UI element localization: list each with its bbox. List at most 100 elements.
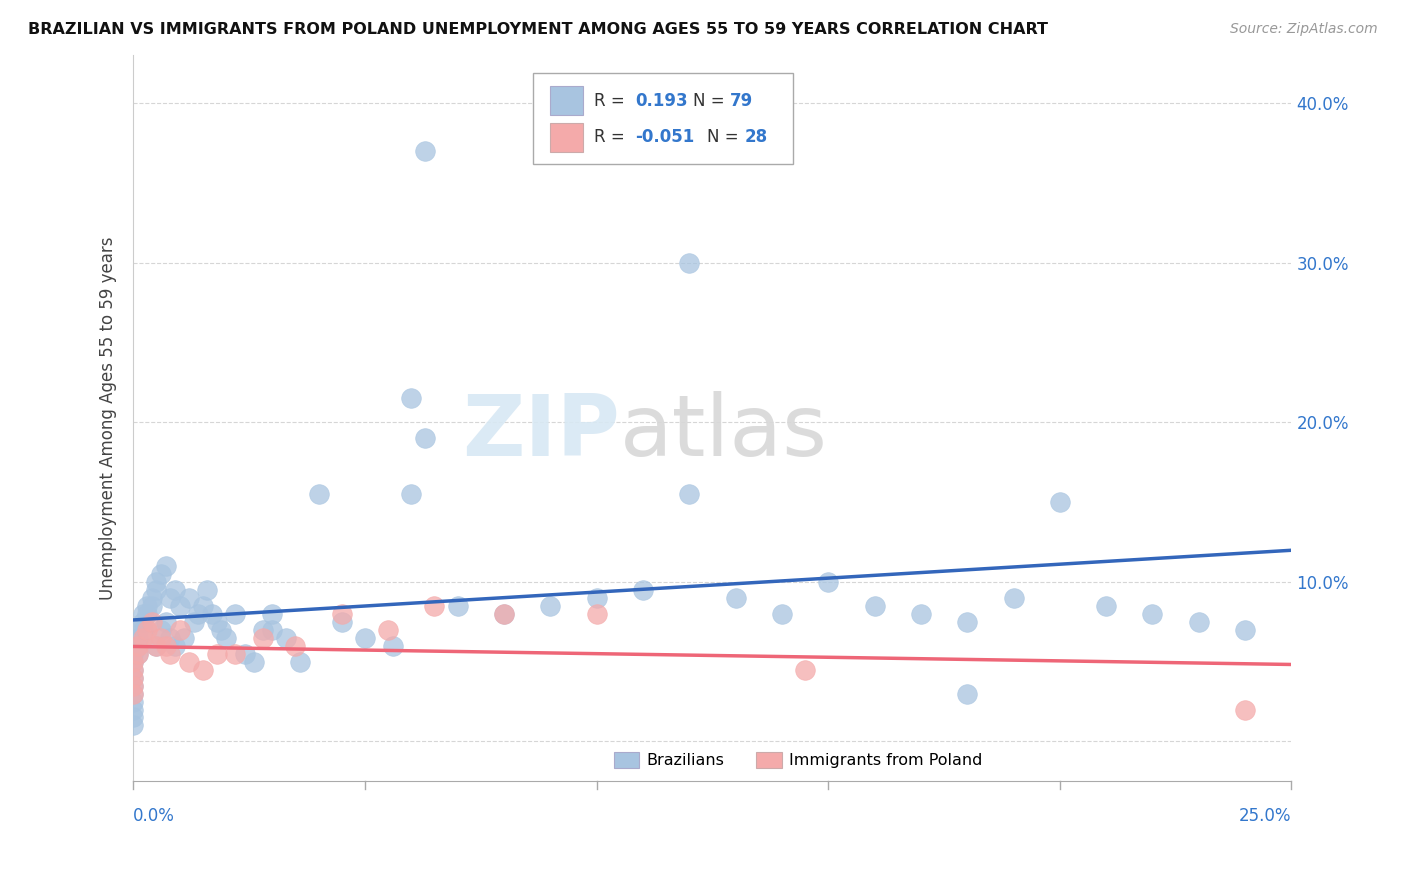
Point [678,255,700,269]
Point [141,591,163,605]
Point [794,663,817,677]
Point [910,607,932,621]
Point [163,639,186,653]
Point [1002,591,1025,605]
Point [631,582,654,597]
Point [413,431,436,445]
Point [122,671,145,685]
Point [131,623,153,637]
Point [284,639,307,653]
Point [136,623,159,637]
Point [401,392,423,406]
Point [122,718,145,732]
Point [770,607,793,621]
Point [817,574,839,589]
Point [215,631,238,645]
Point [585,607,607,621]
Point [145,639,167,653]
Point [863,599,886,613]
Point [1188,615,1211,629]
Text: N =: N = [693,92,730,110]
Text: 28: 28 [745,128,768,146]
Point [205,647,228,661]
Point [183,615,205,629]
Point [122,663,145,677]
Point [155,639,177,653]
Text: atlas: atlas [620,392,828,475]
Point [381,639,404,653]
Point [122,663,145,677]
Point [330,615,353,629]
Point [127,647,149,661]
Point [492,607,515,621]
FancyBboxPatch shape [550,87,582,115]
Text: ZIP: ZIP [463,392,620,475]
Y-axis label: Unemployment Among Ages 55 to 59 years: Unemployment Among Ages 55 to 59 years [100,236,117,600]
FancyBboxPatch shape [533,73,793,164]
Point [159,631,181,645]
Point [492,607,515,621]
Point [122,687,145,701]
Text: N =: N = [707,128,744,146]
Point [169,599,191,613]
Point [145,582,167,597]
Point [538,599,561,613]
Point [122,655,145,669]
Point [201,607,224,621]
Point [155,615,177,629]
Point [131,615,153,629]
FancyBboxPatch shape [614,752,640,768]
Point [141,599,163,613]
Point [159,591,181,605]
Point [262,607,284,621]
Point [187,607,209,621]
Point [122,687,145,701]
Point [354,631,377,645]
Point [127,639,149,653]
Point [191,599,214,613]
Point [377,623,399,637]
Point [1234,623,1257,637]
Point [159,647,181,661]
Text: -0.051: -0.051 [634,128,695,146]
Point [150,566,173,581]
Point [150,631,173,645]
Point [122,679,145,693]
Point [191,663,214,677]
Point [209,623,232,637]
Point [127,647,149,661]
Point [122,655,145,669]
Point [127,639,149,653]
Point [127,623,149,637]
Point [262,623,284,637]
Point [163,582,186,597]
Point [122,671,145,685]
Point [288,655,311,669]
Text: Brazilians: Brazilians [647,753,724,768]
Point [141,615,163,629]
Point [122,694,145,708]
Point [145,574,167,589]
Point [177,655,200,669]
Text: R =: R = [595,128,630,146]
Point [197,582,219,597]
FancyBboxPatch shape [550,123,582,152]
Point [122,702,145,716]
Point [252,631,274,645]
Point [276,631,298,645]
Point [122,679,145,693]
Point [724,591,747,605]
Text: 25.0%: 25.0% [1239,807,1292,825]
Point [205,615,228,629]
Point [413,144,436,158]
Point [136,599,159,613]
Point [585,591,607,605]
Point [1049,495,1071,509]
Text: 0.193: 0.193 [634,92,688,110]
Point [131,631,153,645]
Point [169,623,191,637]
Point [127,631,149,645]
Point [956,687,979,701]
Point [308,487,330,501]
Point [1234,702,1257,716]
